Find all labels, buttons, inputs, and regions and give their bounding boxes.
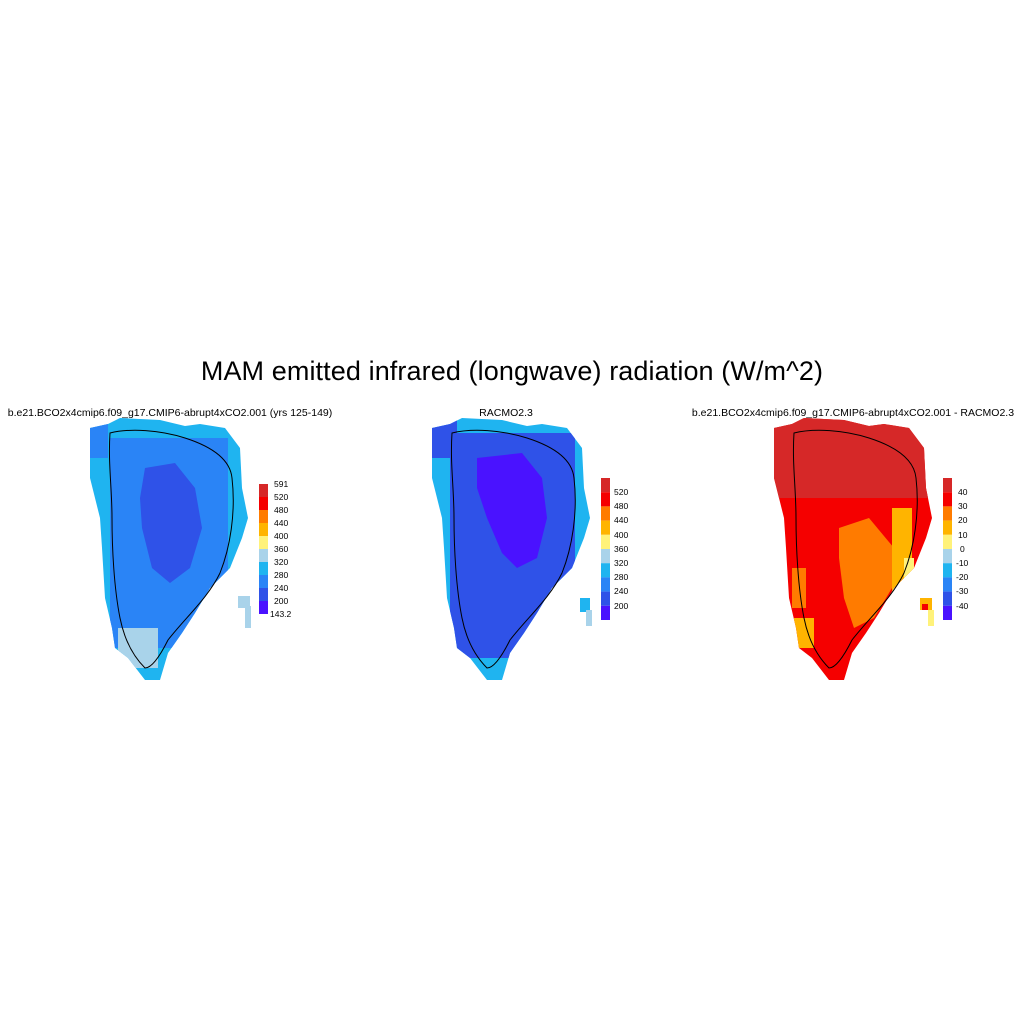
- cb2-box-7: [601, 563, 610, 578]
- cb3-label-3: 20: [958, 515, 968, 525]
- panel-1-title: b.e21.BCO2x4cmip6.f09_g17.CMIP6-abrupt4x…: [7, 407, 333, 419]
- cb1-box-6: [259, 549, 268, 562]
- cb2-label-7: 280: [614, 572, 628, 582]
- cb1-box-9: [259, 588, 268, 601]
- cb2-box-6: [601, 549, 610, 564]
- panel-3-title: b.e21.BCO2x4cmip6.f09_g17.CMIP6-abrupt4x…: [691, 407, 1015, 419]
- cb2-label-3: 440: [614, 515, 628, 525]
- cb2-box-4: [601, 520, 610, 535]
- cb3-box-8: [943, 577, 952, 592]
- cb3-box-4: [943, 520, 952, 535]
- cb2-box-8: [601, 577, 610, 592]
- cb2-label-5: 360: [614, 544, 628, 554]
- cb3-label-1: 40: [958, 487, 968, 497]
- cb1-box-1: [259, 484, 268, 497]
- cb1-label-8: 280: [274, 570, 288, 580]
- cb3-label-2: 30: [958, 501, 968, 511]
- cb3-box-10: [943, 605, 952, 620]
- cb2-box-3: [601, 506, 610, 521]
- panel-1-map: [90, 418, 251, 680]
- cb1-box-7: [259, 562, 268, 575]
- cb3-box-1: [943, 478, 952, 493]
- figure-title: MAM emitted infrared (longwave) radiatio…: [200, 356, 824, 386]
- cb1-box-2: [259, 497, 268, 510]
- cb1-label-7: 320: [274, 557, 288, 567]
- cb1-label-9: 240: [274, 583, 288, 593]
- cb2-label-6: 320: [614, 558, 628, 568]
- cb2-label-2: 480: [614, 501, 628, 511]
- cb2-label-4: 400: [614, 530, 628, 540]
- cb1-label-1: 591: [274, 479, 288, 489]
- cb3-box-7: [943, 563, 952, 578]
- cb1-label-6: 360: [274, 544, 288, 554]
- cb2-label-9: 200: [614, 601, 628, 611]
- cb2-box-9: [601, 591, 610, 606]
- cb2-label-8: 240: [614, 586, 628, 596]
- cb1-box-5: [259, 536, 268, 549]
- panel-1-colorbar: 591 520 480 440 400 360 320 280 240 200 …: [259, 479, 292, 619]
- panel-2-title: RACMO2.3: [479, 407, 533, 419]
- cb3-box-6: [943, 549, 952, 564]
- cb1-label-2: 520: [274, 492, 288, 502]
- cb3-label-9: -40: [956, 601, 969, 611]
- cb3-box-2: [943, 492, 952, 507]
- cb2-box-2: [601, 492, 610, 507]
- cb1-label-10: 200: [274, 596, 288, 606]
- panel-2-colorbar: 520 480 440 400 360 320 280 240 200: [601, 478, 628, 620]
- cb3-box-3: [943, 506, 952, 521]
- cb2-box-5: [601, 534, 610, 549]
- cb1-box-8: [259, 575, 268, 588]
- cb1-box-3: [259, 510, 268, 523]
- panel-3-colorbar: 40 30 20 10 0 -10 -20 -30 -40: [943, 478, 969, 620]
- panel-3-map: [774, 418, 934, 680]
- cb1-label-4: 440: [274, 518, 288, 528]
- cb3-label-8: -30: [956, 586, 969, 596]
- cb3-label-7: -20: [956, 572, 969, 582]
- cb3-label-4: 10: [958, 530, 968, 540]
- cb2-box-1: [601, 478, 610, 493]
- cb2-label-1: 520: [614, 487, 628, 497]
- cb1-label-3: 480: [274, 505, 288, 515]
- panel-2-map: [432, 418, 592, 680]
- cb3-label-6: -10: [956, 558, 969, 568]
- cb1-box-4: [259, 523, 268, 536]
- cb1-label-5: 400: [274, 531, 288, 541]
- cb1-label-11: 143.2: [270, 609, 292, 619]
- cb2-box-10: [601, 605, 610, 620]
- cb3-box-9: [943, 591, 952, 606]
- cb1-box-10: [259, 601, 268, 614]
- cb3-box-5: [943, 534, 952, 549]
- cb3-label-5: 0: [960, 544, 965, 554]
